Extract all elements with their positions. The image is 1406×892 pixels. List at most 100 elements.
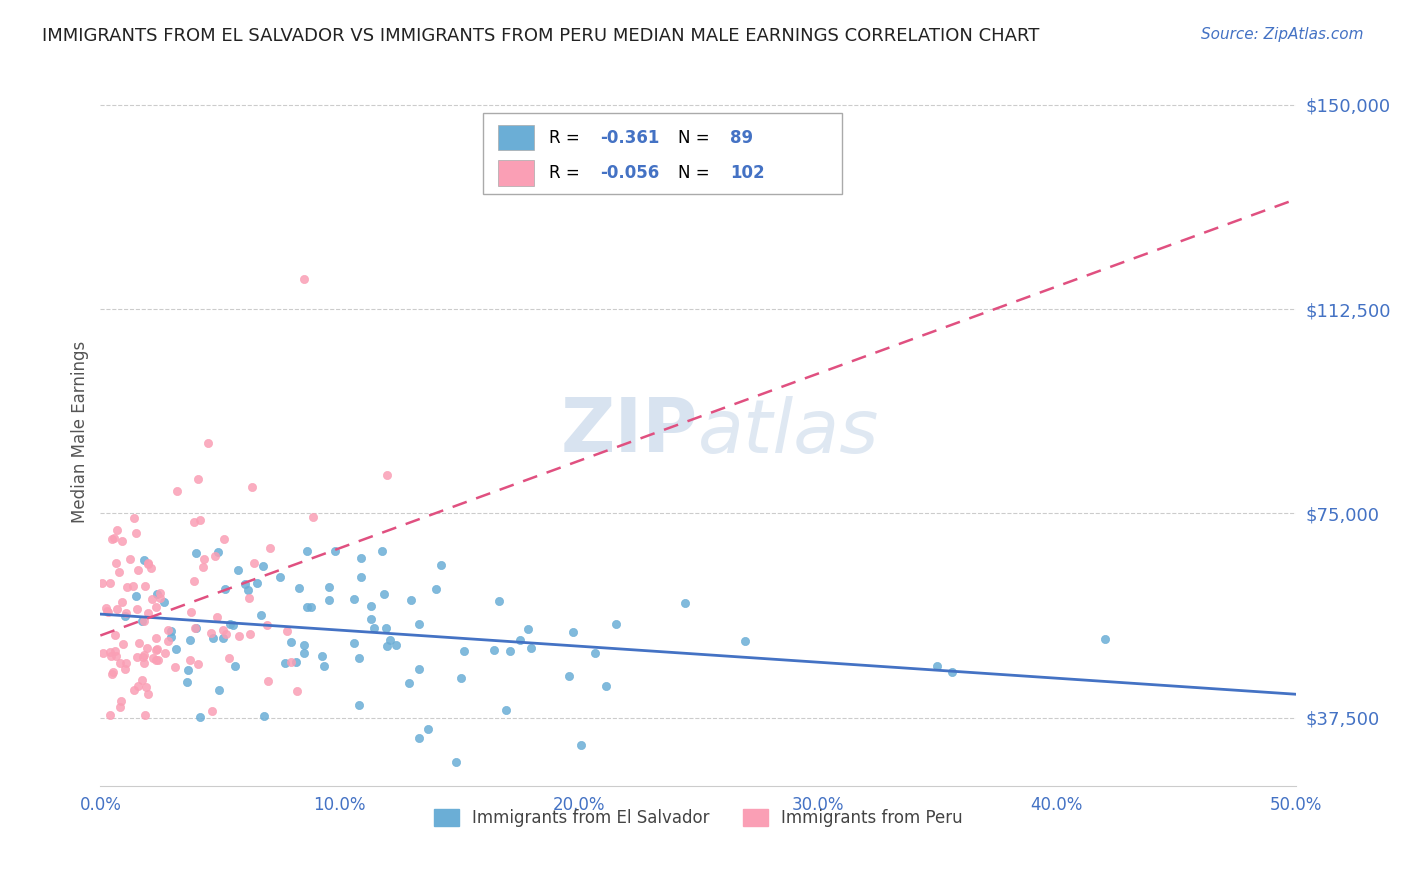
Point bbox=[233, 576, 256, 591]
Point bbox=[325, 544, 347, 558]
Point bbox=[91, 646, 114, 660]
Point bbox=[276, 624, 298, 638]
Point bbox=[131, 673, 153, 687]
Point bbox=[163, 659, 186, 673]
Point bbox=[253, 708, 276, 723]
Point bbox=[157, 623, 180, 637]
Point bbox=[101, 533, 124, 547]
Point bbox=[110, 694, 132, 708]
Point bbox=[125, 589, 148, 603]
Point bbox=[103, 531, 125, 545]
Point bbox=[215, 627, 238, 641]
Point bbox=[98, 645, 121, 659]
Point bbox=[111, 595, 134, 609]
Text: N =: N = bbox=[678, 128, 714, 146]
Point bbox=[183, 516, 205, 530]
Point bbox=[297, 544, 319, 558]
Point bbox=[605, 616, 627, 631]
Point bbox=[104, 628, 127, 642]
Point bbox=[285, 656, 308, 670]
Point bbox=[211, 631, 233, 645]
Point bbox=[207, 682, 229, 697]
Point bbox=[187, 472, 209, 486]
Point bbox=[595, 679, 617, 693]
Point bbox=[495, 702, 517, 716]
Point bbox=[416, 722, 439, 736]
Point bbox=[134, 614, 156, 628]
Point bbox=[517, 622, 540, 636]
Point bbox=[146, 587, 169, 601]
Point bbox=[408, 662, 430, 676]
Point bbox=[558, 669, 581, 683]
Point bbox=[299, 600, 322, 615]
Point bbox=[252, 559, 274, 574]
Text: -0.056: -0.056 bbox=[600, 164, 659, 182]
Point bbox=[226, 563, 249, 577]
Point bbox=[347, 698, 370, 712]
Point bbox=[141, 591, 163, 606]
Point bbox=[121, 579, 143, 593]
Point bbox=[136, 641, 159, 656]
Point bbox=[446, 755, 468, 769]
Point bbox=[205, 610, 228, 624]
Point bbox=[136, 687, 159, 701]
Point bbox=[188, 512, 211, 526]
Point bbox=[98, 707, 121, 722]
Point bbox=[292, 638, 315, 652]
Point bbox=[134, 708, 156, 723]
Point bbox=[149, 585, 172, 599]
Point bbox=[149, 591, 172, 605]
Point bbox=[350, 550, 373, 565]
Point bbox=[280, 655, 302, 669]
Point bbox=[221, 618, 243, 632]
Point bbox=[97, 605, 120, 619]
Point bbox=[401, 592, 423, 607]
Point bbox=[238, 591, 260, 605]
Point bbox=[561, 624, 583, 639]
Point bbox=[124, 526, 146, 541]
Point bbox=[100, 648, 122, 663]
Point bbox=[145, 632, 167, 646]
Point bbox=[134, 553, 156, 567]
Point bbox=[214, 532, 236, 546]
Point bbox=[520, 641, 543, 656]
Point bbox=[148, 653, 170, 667]
Point bbox=[118, 552, 141, 566]
Point bbox=[347, 651, 370, 665]
Point bbox=[115, 607, 138, 621]
Point bbox=[186, 621, 208, 635]
Point bbox=[408, 616, 430, 631]
Point bbox=[111, 533, 134, 548]
FancyBboxPatch shape bbox=[499, 161, 534, 186]
Point bbox=[509, 632, 531, 647]
Point bbox=[165, 641, 187, 656]
Point bbox=[295, 600, 318, 615]
Text: Source: ZipAtlas.com: Source: ZipAtlas.com bbox=[1201, 27, 1364, 42]
Point bbox=[450, 671, 472, 685]
Point bbox=[104, 649, 127, 664]
Point bbox=[134, 656, 156, 670]
Point bbox=[375, 639, 398, 653]
Point bbox=[571, 738, 593, 752]
Point bbox=[200, 626, 222, 640]
Point bbox=[107, 565, 129, 579]
Point bbox=[1094, 632, 1116, 646]
Point bbox=[408, 731, 430, 746]
Point bbox=[146, 642, 169, 657]
Point bbox=[179, 632, 201, 647]
Point bbox=[243, 556, 266, 570]
Point bbox=[280, 635, 302, 649]
Point bbox=[373, 587, 395, 601]
Point bbox=[292, 272, 315, 286]
Point bbox=[312, 659, 335, 673]
Point bbox=[360, 612, 382, 626]
Point bbox=[114, 609, 136, 624]
Point bbox=[176, 674, 198, 689]
Point bbox=[122, 683, 145, 698]
Point bbox=[385, 638, 408, 652]
Point bbox=[218, 651, 240, 665]
Text: R =: R = bbox=[548, 164, 585, 182]
Point bbox=[155, 646, 177, 660]
Point bbox=[139, 561, 162, 575]
Point bbox=[583, 646, 606, 660]
